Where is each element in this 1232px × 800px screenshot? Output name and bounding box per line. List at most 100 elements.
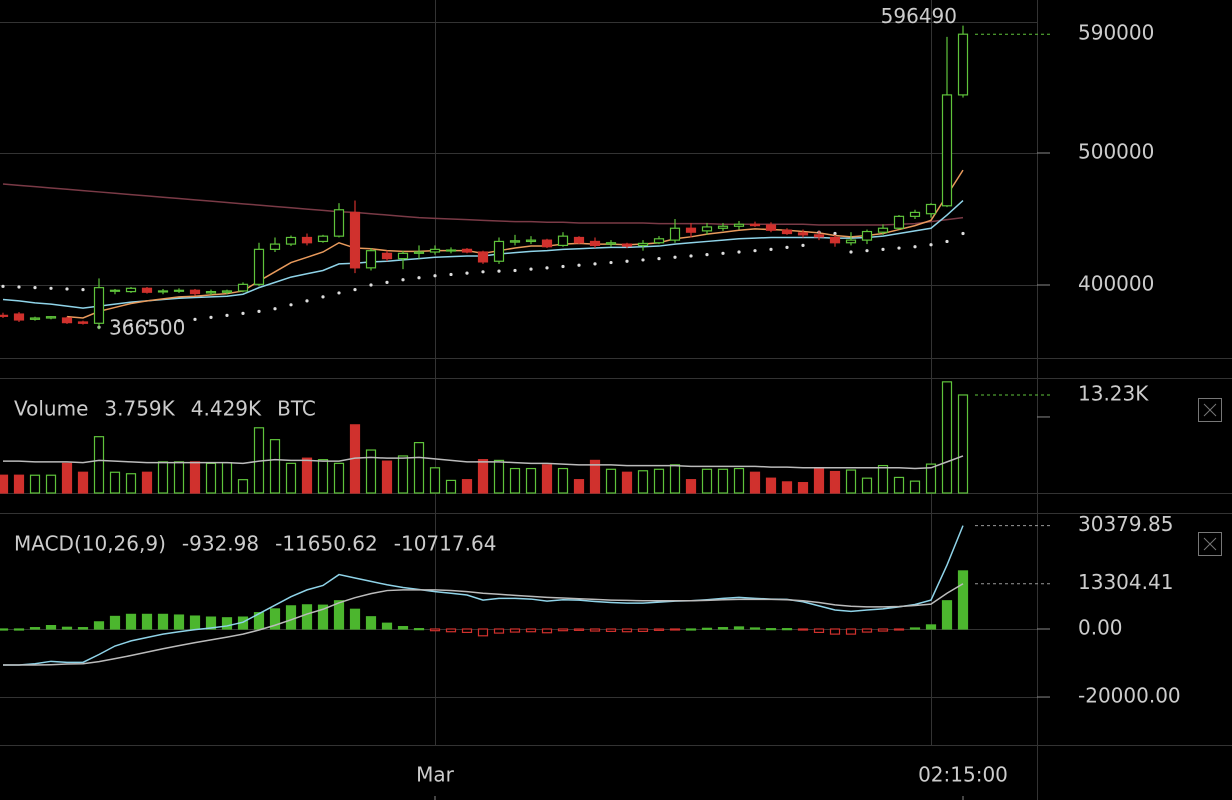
macd-histogram-bar (893, 628, 905, 631)
candle-body (269, 243, 281, 250)
candle-body (525, 239, 537, 243)
volume-bar (733, 467, 745, 494)
candle-body (61, 317, 73, 324)
indicator-line (66, 169, 964, 319)
indicator-dot (545, 266, 549, 270)
indicator-dot (929, 243, 933, 247)
volume-bar (797, 482, 809, 494)
volume-bar (541, 464, 553, 494)
indicator-dot (433, 274, 437, 278)
volume-bar (685, 479, 697, 494)
indicator-line (2, 183, 964, 226)
volume-bar (61, 462, 73, 494)
candle-body (493, 240, 505, 262)
candle-body (541, 239, 553, 248)
candle-body (29, 317, 41, 320)
candle-body (893, 215, 905, 229)
indicator-dot (449, 272, 453, 277)
legend-text: -10717.64 (394, 532, 497, 556)
macd-histogram-bar (77, 627, 89, 630)
volume-bar (605, 468, 617, 494)
volume-bar (861, 477, 873, 494)
indicator-dot (49, 286, 53, 290)
indicator-dot (465, 271, 469, 275)
candle-body (301, 236, 313, 244)
volume-bar (29, 474, 41, 494)
macd-histogram-bar (477, 628, 489, 637)
macd-histogram-bar (605, 628, 617, 632)
volume-bar (189, 461, 201, 494)
volume-bar (845, 469, 857, 494)
macd-histogram-bar (13, 628, 25, 631)
macd-histogram-bar (541, 628, 553, 634)
candle-body (173, 289, 185, 292)
candle-body (157, 290, 169, 293)
volume-bar (365, 449, 377, 494)
volume-bar (157, 461, 169, 494)
close-box[interactable] (1198, 532, 1222, 556)
candle-body (605, 242, 617, 245)
macd-histogram-bar (29, 627, 41, 630)
volume-bar (0, 474, 9, 494)
candle-body (621, 243, 633, 247)
candle-body (253, 248, 265, 285)
indicator-dot (289, 303, 293, 307)
volume-bar (621, 471, 633, 494)
volume-bar (429, 467, 441, 494)
macd-line (3, 583, 964, 666)
candle-body (477, 251, 489, 263)
candle-body (77, 321, 89, 324)
y-tick-label: -20000.00 (1078, 684, 1181, 708)
indicator-dot (577, 263, 581, 267)
volume-bar (637, 470, 649, 494)
indicator-dot (721, 251, 725, 255)
macd-histogram-bar (925, 624, 937, 630)
indicator-dot (353, 288, 357, 292)
indicator-dot (849, 250, 853, 254)
indicator-dot (225, 313, 229, 317)
indicator-dot (113, 324, 117, 328)
indicator-dot (209, 315, 213, 319)
volume-bar (509, 467, 521, 494)
macd-histogram-bar (717, 627, 729, 630)
close-box[interactable] (1198, 398, 1222, 422)
indicator-dot (769, 247, 773, 251)
volume-bar (493, 459, 505, 494)
candle-body (749, 223, 761, 227)
legend-text: 4.429K (191, 397, 262, 421)
indicator-dot (1, 284, 5, 288)
macd-histogram-bar (685, 628, 697, 631)
candle-body (509, 240, 521, 243)
macd-histogram-bar (125, 613, 137, 630)
close-button[interactable] (1198, 398, 1222, 422)
indicator-dot (833, 231, 837, 236)
close-icon[interactable] (1203, 403, 1217, 417)
candle-body (365, 250, 377, 269)
candle-body (349, 211, 361, 269)
indicator-dot (321, 295, 325, 299)
candle-body (461, 248, 473, 253)
candle-body (13, 313, 25, 321)
macd-histogram-bar (109, 615, 121, 630)
volume-bar (573, 479, 585, 494)
candle-body (557, 235, 569, 246)
close-icon[interactable] (1203, 537, 1217, 551)
macd-histogram-bar (909, 627, 921, 630)
close-button[interactable] (1198, 532, 1222, 556)
indicator-dot (513, 268, 517, 273)
volume-bar (701, 468, 713, 494)
candle-body (285, 236, 297, 245)
last-value-label: 590000 (1078, 21, 1154, 45)
indicator-dot (705, 253, 709, 257)
macd-histogram-bar (445, 628, 457, 633)
volume-bar (765, 477, 777, 494)
candle-body (429, 248, 441, 253)
indicator-dot (401, 278, 405, 282)
x-tick-label: Mar (416, 763, 455, 787)
y-tick-label: 500000 (1078, 139, 1154, 163)
volume-bar (109, 471, 121, 494)
candle-body (941, 94, 953, 207)
candle-body (237, 283, 249, 292)
